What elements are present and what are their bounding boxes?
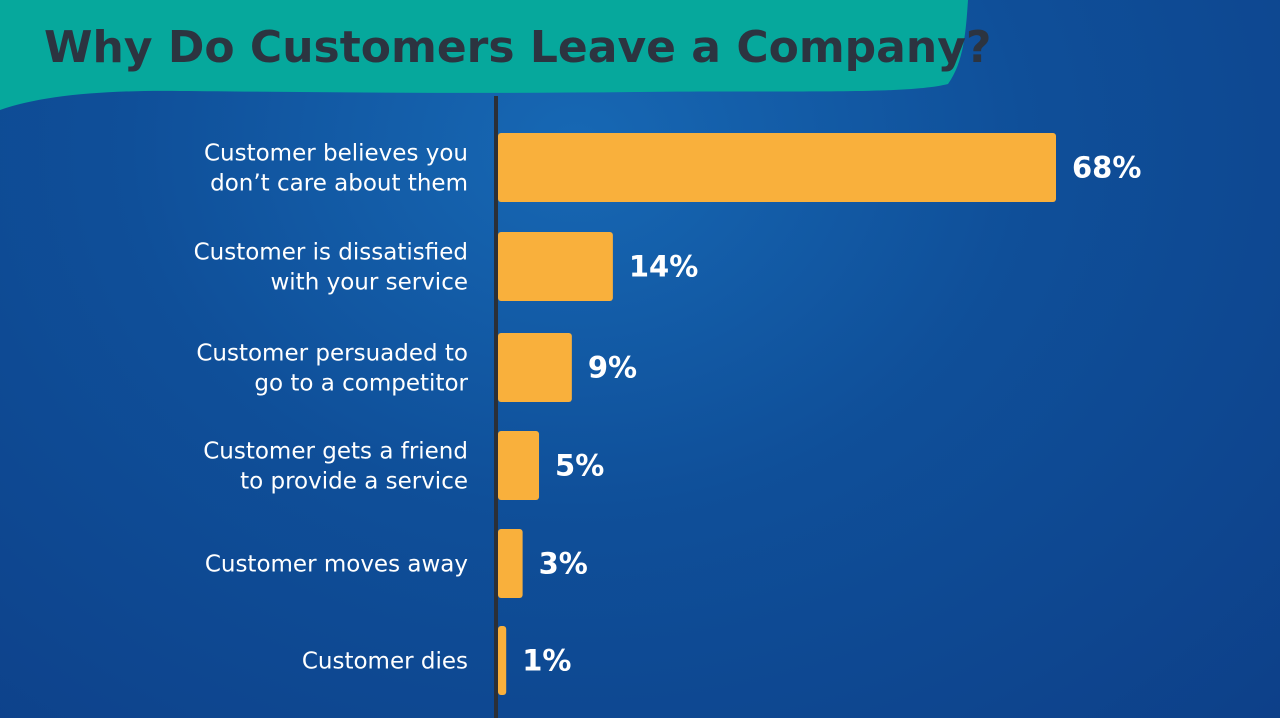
value-label: 14% bbox=[629, 250, 698, 284]
title-banner bbox=[0, 0, 968, 110]
bar bbox=[498, 333, 572, 402]
bar bbox=[498, 529, 523, 598]
bar bbox=[498, 232, 613, 301]
category-label: Customer persuaded to go to a competitor bbox=[196, 341, 468, 397]
value-label: 1% bbox=[522, 644, 571, 678]
value-label: 3% bbox=[539, 547, 588, 581]
bars-group bbox=[498, 133, 1056, 695]
category-label: Customer is dissatisfied with your servic… bbox=[194, 240, 468, 296]
value-label: 9% bbox=[588, 351, 637, 385]
category-label: Customer gets a friend to provide a servi… bbox=[203, 439, 468, 495]
category-label: Customer believes you don’t care about th… bbox=[204, 141, 468, 197]
bar bbox=[498, 431, 540, 500]
value-label: 68% bbox=[1072, 151, 1141, 185]
category-label: Customer moves away bbox=[205, 552, 468, 578]
labels-group: 68% Customer believes you don’t care about… bbox=[194, 141, 1142, 678]
chart-title: Why Do Customers Leave a Company? bbox=[44, 22, 991, 73]
category-label: Customer dies bbox=[302, 649, 468, 675]
bar bbox=[498, 133, 1056, 202]
value-label: 5% bbox=[555, 449, 604, 483]
bar bbox=[498, 626, 507, 695]
